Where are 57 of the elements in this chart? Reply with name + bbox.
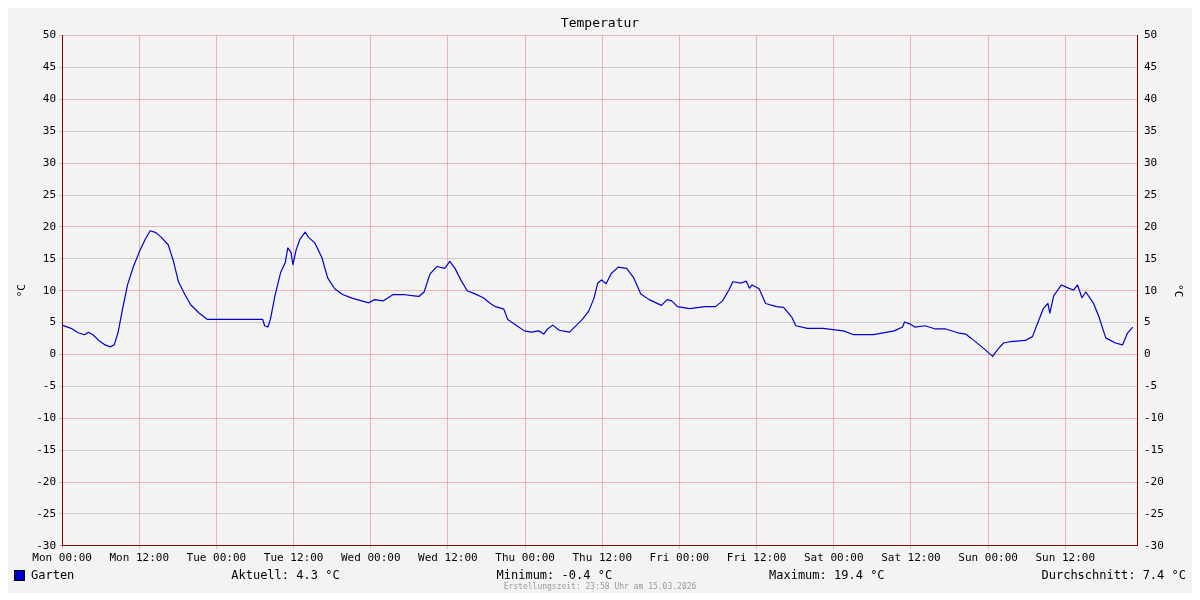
- y2-tick-label: 0: [1143, 347, 1151, 361]
- x-tick-label: Sat 00:00: [803, 551, 864, 565]
- y2-tick-label: 35: [1143, 124, 1158, 138]
- x-tick-label: Sat 12:00: [881, 551, 941, 565]
- y-tick-label: 40: [42, 92, 57, 106]
- y2-axis-title: °C: [1171, 284, 1185, 298]
- x-tick-label: Fri 12:00: [726, 551, 787, 565]
- y2-tick-label: -25: [1143, 506, 1164, 520]
- y-tick-label: 10: [42, 283, 57, 297]
- y-tick-label: 35: [42, 124, 57, 138]
- x-tick-label: Fri 00:00: [649, 551, 710, 565]
- y-tick-label: -5: [42, 379, 57, 393]
- y2-tick-label: 30: [1143, 156, 1158, 170]
- x-tick-label: Tue 12:00: [263, 551, 324, 565]
- x-tick-label: Tue 00:00: [186, 551, 247, 565]
- text: Minimum: -0.4 °C: [496, 568, 613, 582]
- y2-tick-label: 50: [1143, 28, 1158, 42]
- y-tick-label: 20: [42, 219, 57, 233]
- y-tick-label: -10: [36, 411, 57, 425]
- y-tick-label: 45: [42, 60, 57, 74]
- x-tick-label: Thu 12:00: [572, 551, 633, 565]
- y2-tick-label: 40: [1143, 92, 1158, 106]
- y2-tick-label: 5: [1143, 315, 1151, 329]
- y-tick-label: -20: [36, 474, 57, 488]
- text: Maximum: 19.4 °C: [769, 568, 885, 582]
- y-tick-label: 0: [49, 347, 57, 361]
- y2-tick-label: 20: [1143, 219, 1158, 233]
- y2-tick-label: -5: [1143, 379, 1158, 393]
- y-tick-label: 15: [42, 251, 57, 265]
- y2-tick-label: 45: [1143, 60, 1158, 74]
- y-tick-label: 30: [42, 156, 57, 170]
- y2-tick-label: -10: [1143, 411, 1164, 425]
- y-tick-label: 50: [42, 28, 57, 42]
- x-tick-label: Thu 00:00: [495, 551, 555, 565]
- y-tick-label: -15: [36, 443, 57, 456]
- legend-label: Garten: [31, 568, 75, 582]
- y2-tick-label: -15: [1143, 443, 1164, 456]
- x-tick-label: Mon 00:00: [32, 551, 92, 565]
- y2-tick-label: -30: [1143, 538, 1164, 552]
- x-tick-label: Sun 00:00: [958, 551, 1018, 565]
- y-tick-label: 25: [42, 187, 57, 201]
- x-tick-label: Mon 12:00: [109, 551, 170, 565]
- y2-tick-label: 25: [1143, 187, 1158, 201]
- y-axis-title: °C: [15, 284, 29, 298]
- y2-tick-label: -20: [1143, 474, 1164, 488]
- text: Aktuell: 4.3 °C: [231, 568, 340, 582]
- y-tick-label: -30: [36, 538, 57, 552]
- y2-tick-label: 10: [1143, 283, 1158, 297]
- x-tick-label: Wed 00:00: [340, 551, 401, 565]
- y-tick-label: 5: [49, 315, 57, 329]
- x-tick-label: Wed 12:00: [418, 551, 478, 565]
- y-tick-label: -25: [36, 506, 57, 520]
- chart-title: Temperatur: [560, 15, 640, 31]
- x-tick-label: Sun 12:00: [1035, 551, 1096, 565]
- text: Durchschnitt: 7.4 °C: [1041, 568, 1186, 582]
- y2-tick-label: 15: [1143, 251, 1158, 265]
- text: Erstellungszeit: 23:58 Uhr am 15.03.2026: [502, 582, 698, 593]
